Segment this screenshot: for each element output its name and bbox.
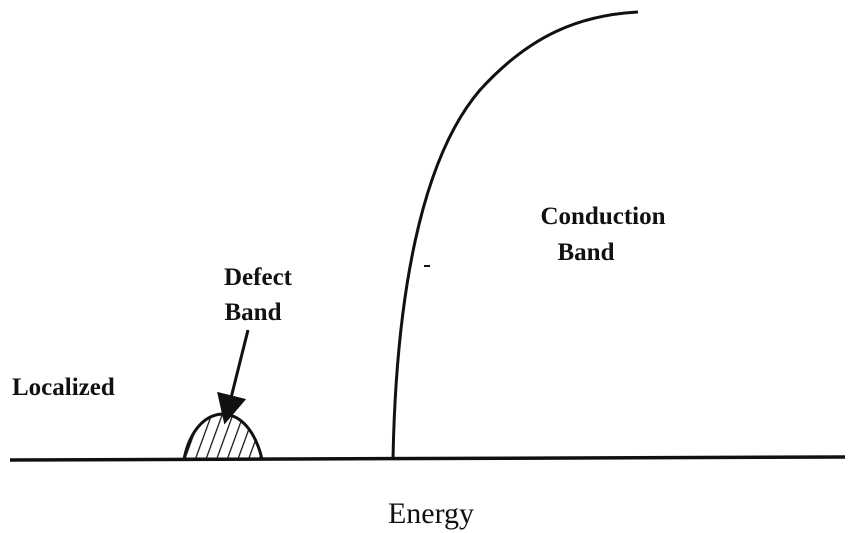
energy-axis <box>9 455 846 462</box>
localized-label: Localized <box>12 374 115 401</box>
axis-label: Energy <box>388 497 474 530</box>
defect-band <box>182 412 264 461</box>
conduction-label: Band <box>558 239 615 266</box>
defect-arrow <box>217 329 250 425</box>
defect-label: Band <box>225 299 282 326</box>
conduction-label: Conduction <box>540 203 665 230</box>
conduction-band-curve <box>391 10 639 460</box>
defect-label: Defect <box>224 264 293 291</box>
